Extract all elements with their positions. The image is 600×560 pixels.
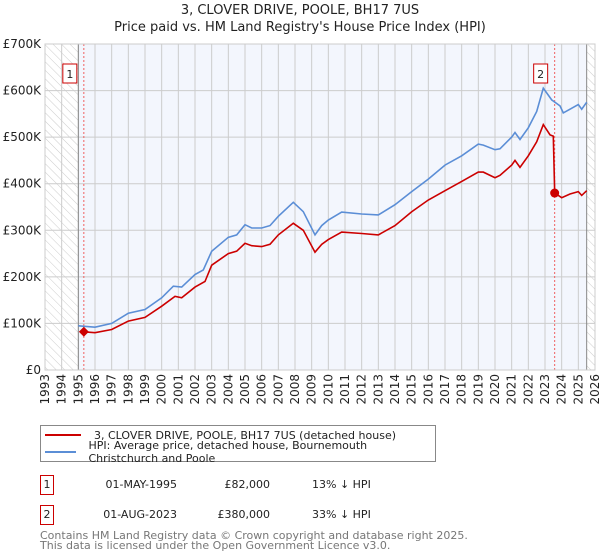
sale-price: £380,000 <box>217 508 271 521</box>
sale-date: 01-MAY-1995 <box>105 478 177 491</box>
sale-date: 01-AUG-2023 <box>103 508 177 521</box>
x-tick-label: 1995 <box>71 374 85 405</box>
y-tick-label: £600K <box>3 84 43 98</box>
x-tick-label: 2020 <box>488 374 502 405</box>
sale-hpi-delta: 13% ↓ HPI <box>312 478 371 491</box>
footer-licence: This data is licensed under the Open Gov… <box>40 539 391 552</box>
footer: Contains HM Land Registry data © Crown c… <box>40 529 468 552</box>
x-tick-label: 2001 <box>171 374 185 405</box>
x-tick-label: 2022 <box>521 374 535 405</box>
x-tick-label: 2013 <box>371 374 385 405</box>
sale-hpi-delta: 33% ↓ HPI <box>312 508 371 521</box>
hatched-region <box>586 44 595 370</box>
x-tick-label: 2015 <box>405 374 419 405</box>
x-tick-label: 1994 <box>55 374 69 405</box>
plot-border <box>44 43 596 371</box>
legend-item-price: 3, CLOVER DRIVE, POOLE, BH17 7US (detach… <box>45 427 396 443</box>
x-tick-label: 1993 <box>38 374 52 405</box>
x-tick-label: 2010 <box>321 374 335 405</box>
x-tick-label: 2024 <box>555 374 569 405</box>
sale-price: £82,000 <box>224 478 271 491</box>
legend-hpi-label: HPI: Average price, detached house, Bour… <box>88 439 368 465</box>
hpi-series-line <box>78 86 588 329</box>
legend-item-hpi: HPI: Average price, detached house, Bour… <box>45 439 435 465</box>
hpi-line-swatch <box>45 451 76 453</box>
x-tick-label: 1999 <box>138 374 152 405</box>
y-tick-label: £400K <box>3 177 43 191</box>
sale-number-badge: 1 <box>40 475 54 495</box>
sale-label-box <box>533 63 549 84</box>
price-series-line <box>83 122 588 334</box>
x-tick-label: 2002 <box>188 374 202 405</box>
x-tick-label: 2019 <box>471 374 485 405</box>
y-tick-label: £700K <box>3 37 43 51</box>
sale-label: 2 <box>537 68 544 81</box>
y-tick-label: £0 <box>26 363 41 377</box>
x-tick-label: 2009 <box>305 374 319 405</box>
x-tick-label: 2011 <box>338 374 352 405</box>
y-tick-label: £200K <box>3 270 43 284</box>
x-tick-label: 2005 <box>238 374 252 405</box>
sale-label: 1 <box>66 68 73 81</box>
x-tick-label: 2023 <box>538 374 552 405</box>
x-tick-label: 1998 <box>121 374 135 405</box>
sale-point-marker <box>550 188 560 198</box>
sale-label-box <box>62 63 78 84</box>
legend: 3, CLOVER DRIVE, POOLE, BH17 7US (detach… <box>40 425 436 465</box>
x-tick-label: 2018 <box>455 374 469 405</box>
x-tick-label: 2006 <box>255 374 269 405</box>
price-line-swatch <box>45 434 81 436</box>
plot-area <box>45 44 595 370</box>
x-tick-label: 2016 <box>421 374 435 405</box>
x-tick-label: 2000 <box>155 374 169 405</box>
chart-subtitle: Price paid vs. HM Land Registry's House … <box>114 20 486 35</box>
x-tick-label: 1996 <box>88 374 102 405</box>
footer-copyright: Contains HM Land Registry data © Crown c… <box>40 529 468 542</box>
x-tick-label: 2025 <box>571 374 585 405</box>
y-tick-label: £500K <box>3 130 43 144</box>
sale-point-marker <box>78 326 89 337</box>
y-tick-label: £100K <box>3 316 43 330</box>
x-tick-label: 2012 <box>355 374 369 405</box>
legend-price-label: 3, CLOVER DRIVE, POOLE, BH17 7US (detach… <box>94 428 397 442</box>
x-tick-label: 2004 <box>221 374 235 405</box>
x-tick-label: 2003 <box>205 374 219 405</box>
sale-number-badge: 2 <box>40 505 54 525</box>
price-chart: 1993 1994 1995 1996 1997 1998 1999 2000 2001 2002… <box>3 37 600 405</box>
x-tick-label: 2021 <box>505 374 519 405</box>
x-tick-label: 2017 <box>438 374 452 405</box>
x-tick-label: 2014 <box>388 374 402 405</box>
x-tick-label: 2007 <box>271 374 285 405</box>
chart-title: 3, CLOVER DRIVE, POOLE, BH17 7US <box>180 3 420 18</box>
x-tick-label: 2026 <box>588 374 600 405</box>
x-tick-label: 1997 <box>105 374 119 405</box>
x-tick-label: 2008 <box>288 374 302 405</box>
y-tick-label: £300K <box>3 223 43 237</box>
